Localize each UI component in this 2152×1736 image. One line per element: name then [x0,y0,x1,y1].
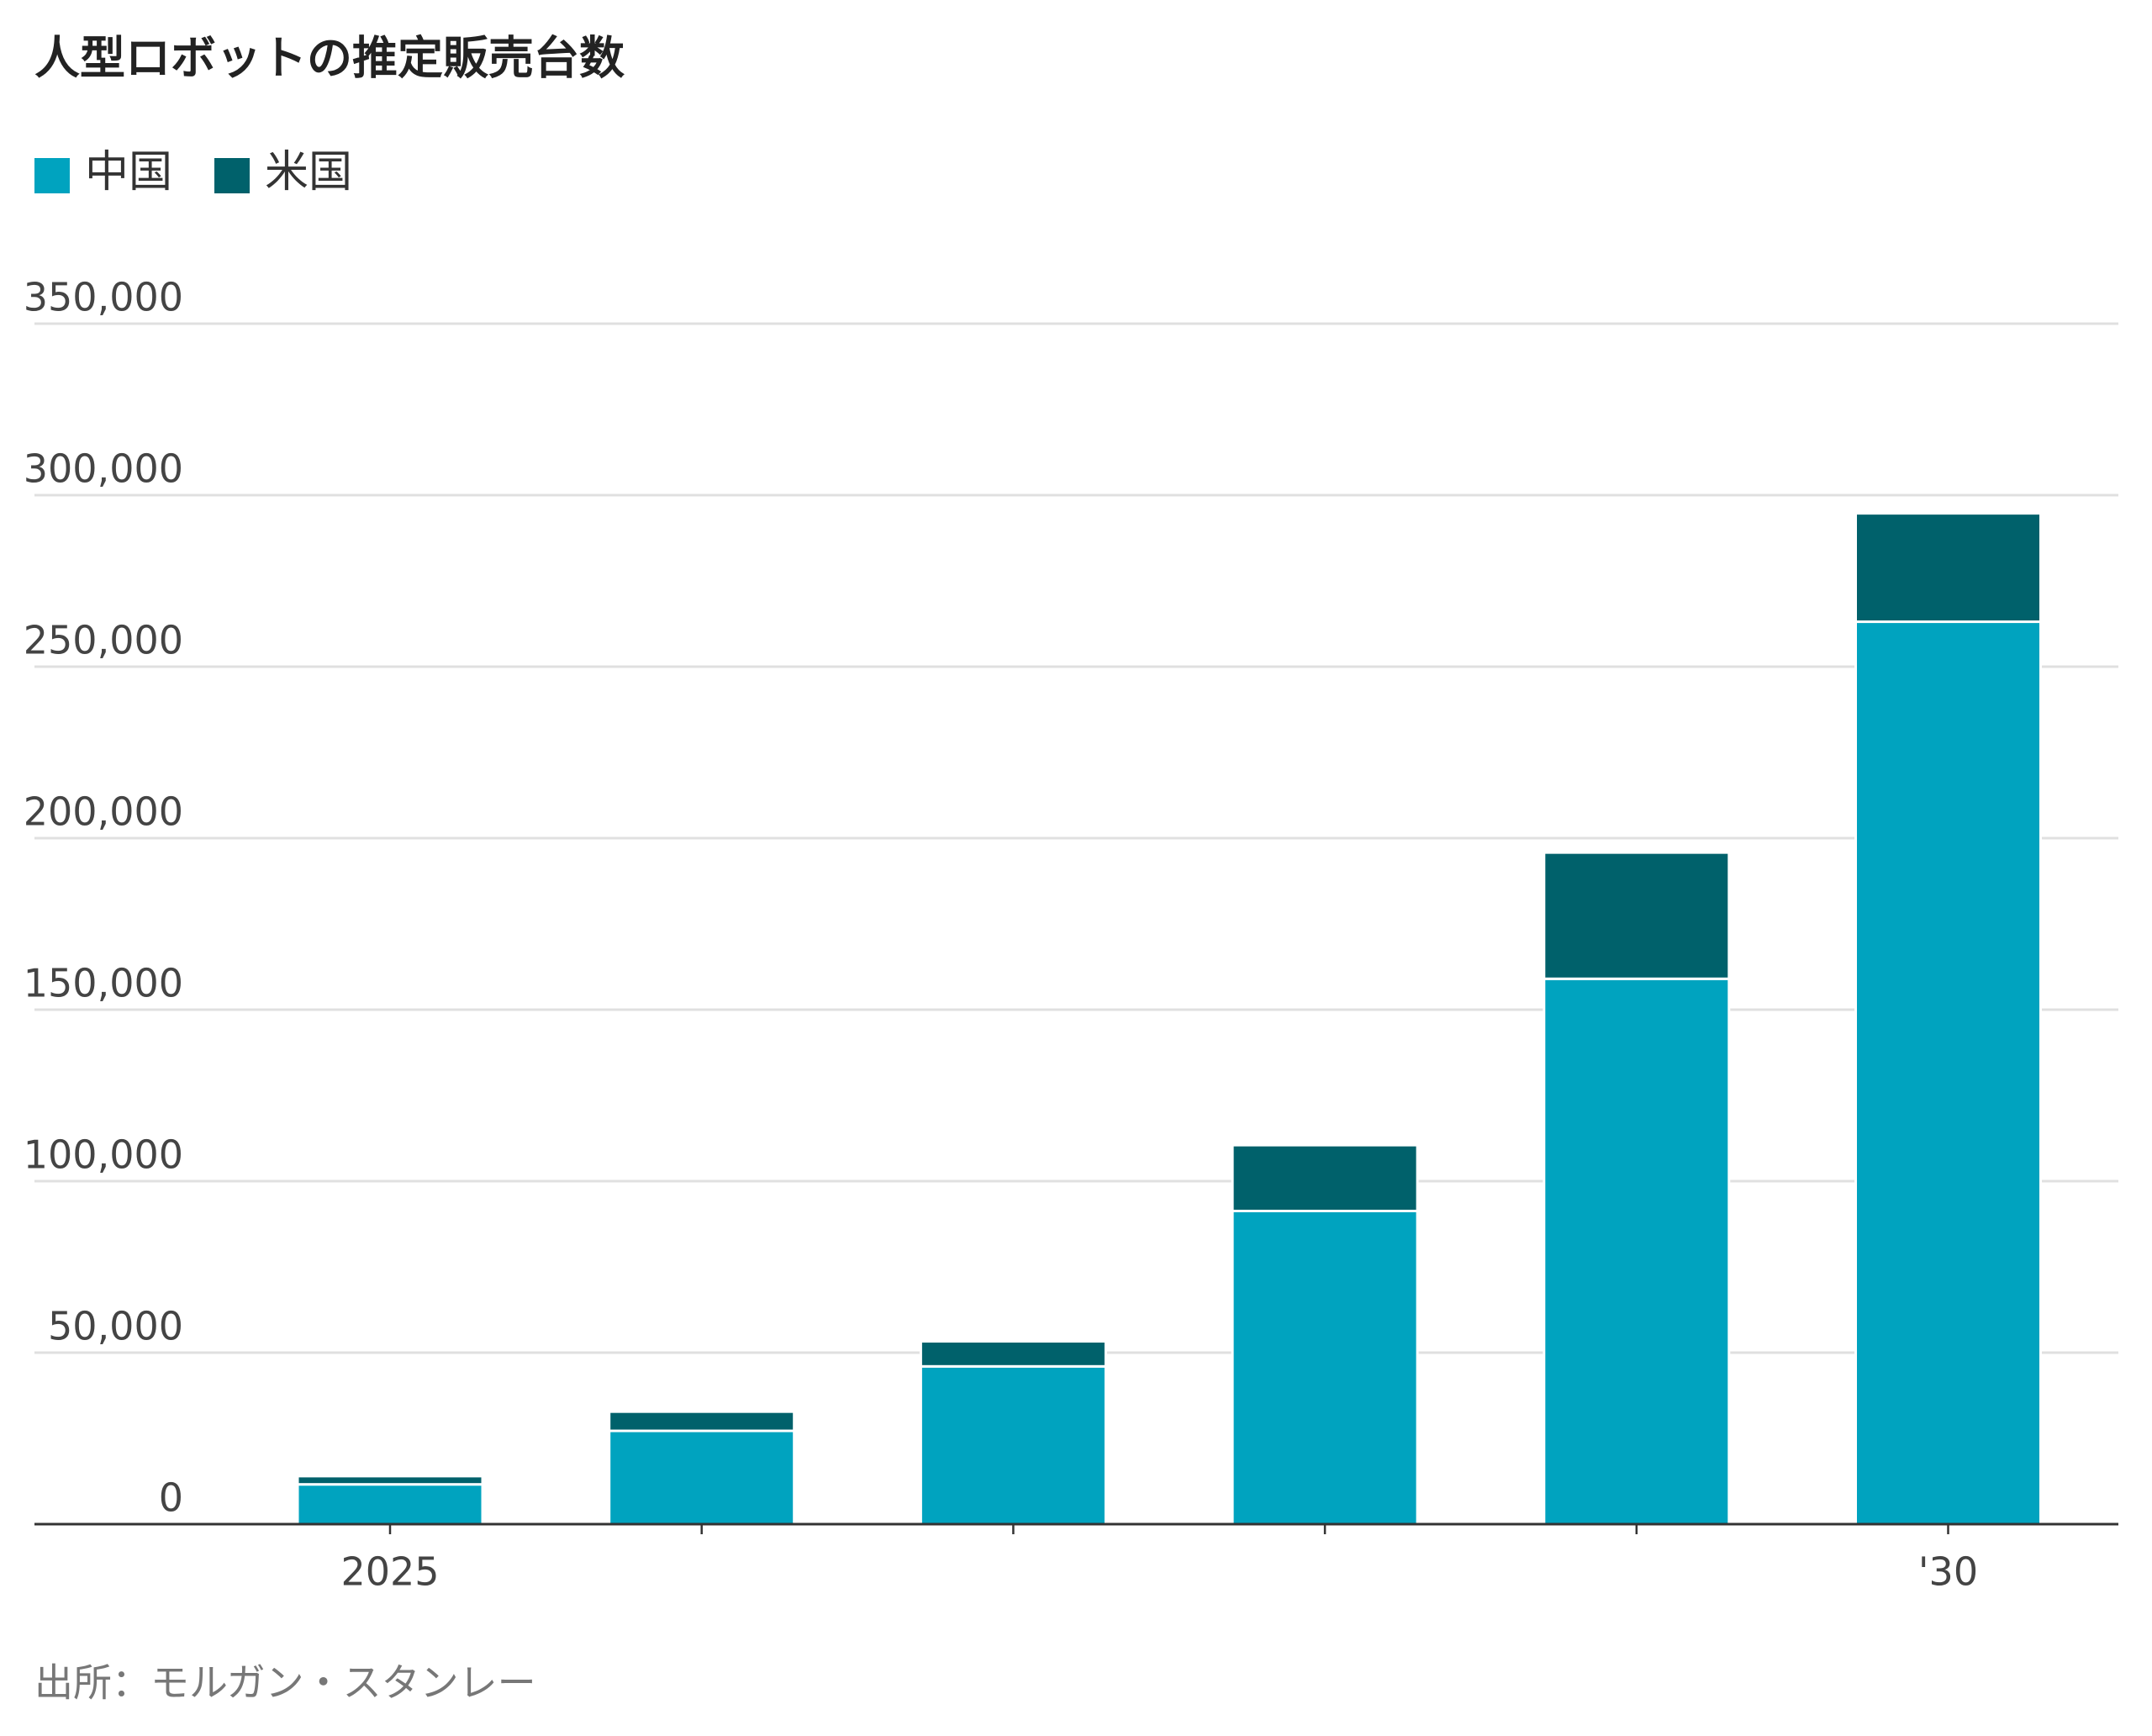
bar-segment [296,1483,484,1526]
bar-segment [1231,1143,1419,1212]
y-tick-label: 250,000 [24,618,183,663]
legend-swatch [34,158,70,193]
bar-segment [1854,512,2042,624]
bar-segment [296,1475,484,1486]
y-tick-label: 300,000 [24,446,183,492]
bar-segment [608,1429,796,1526]
y-tick-label: 0 [159,1475,183,1521]
legend-label: 中国 [85,147,172,198]
y-tick-label: 50,000 [48,1304,183,1349]
y-tick-label: 200,000 [24,789,183,835]
chart-title: 人型ロボットの推定販売台数 [34,32,625,85]
bar-segment [1231,1209,1419,1526]
legend-swatch [214,158,251,193]
bar-segment [919,1340,1107,1368]
bar-segment [1543,977,1731,1526]
x-tick-label: '30 [1918,1549,1978,1595]
x-tick-label: 2025 [340,1549,439,1595]
y-tick-label: 350,000 [24,275,183,320]
y-tick-label: 150,000 [24,961,183,1006]
bar-segment [919,1364,1107,1526]
y-tick-label: 100,000 [24,1132,183,1178]
bar-segment [1854,620,2042,1526]
source-note: 出所：モルガン・スタンレー [34,1660,536,1706]
bar-segment [1543,851,1731,980]
bar-segment [608,1410,796,1433]
legend-label: 米国 [265,147,352,198]
